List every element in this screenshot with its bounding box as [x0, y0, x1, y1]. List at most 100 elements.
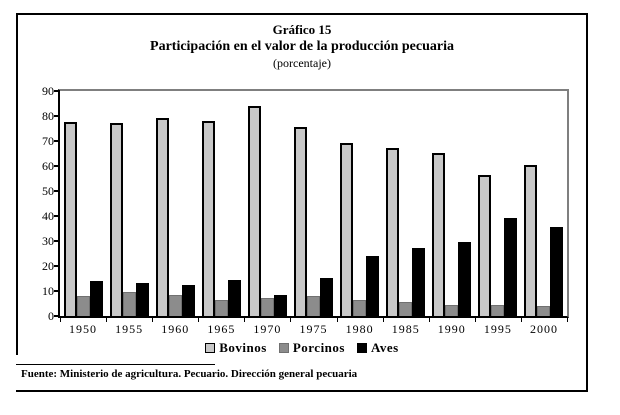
bar-aves-1985: [412, 248, 426, 316]
bar-group-1950: [60, 91, 106, 316]
bar-porcinos-2000: [537, 306, 551, 316]
bar-aves-1975: [320, 278, 334, 316]
x-tick-label-1960: 1960: [161, 322, 190, 336]
chart-legend: Bovinos Porcinos Aves: [16, 340, 588, 356]
legend-item-porcinos: Porcinos: [278, 340, 345, 356]
figure-border-right: [586, 13, 588, 392]
figure-title-block: Gráfico 15 Participación en el valor de …: [16, 22, 588, 71]
bars-container: [60, 91, 567, 316]
bar-bovinos-1950: [63, 122, 77, 316]
legend-label-porcinos: Porcinos: [292, 340, 345, 355]
y-tick-mark-80: [54, 115, 60, 117]
legend-item-bovinos: Bovinos: [205, 340, 267, 356]
x-tick-mark-10: [521, 318, 522, 322]
bar-porcinos-1980: [353, 300, 367, 316]
legend-swatch-porcinos: [278, 343, 289, 353]
bar-aves-1980: [366, 256, 380, 316]
y-tick-label-10: 10: [42, 284, 54, 298]
bar-aves-1960: [181, 285, 195, 316]
x-tick-mark-5: [290, 318, 291, 322]
bar-aves-1990: [458, 242, 472, 316]
bar-porcinos-1960: [168, 295, 182, 316]
bar-aves-1965: [227, 280, 241, 316]
y-tick-label-50: 50: [42, 184, 54, 198]
x-tick-label-1970: 1970: [253, 322, 282, 336]
bar-group-2000: [521, 91, 567, 316]
x-tick-label-1980: 1980: [345, 322, 374, 336]
plot-area: [58, 89, 569, 318]
bar-aves-1970: [273, 295, 287, 316]
legend-label-aves: Aves: [370, 340, 399, 355]
bar-group-1980: [337, 91, 383, 316]
bar-porcinos-1950: [76, 296, 90, 316]
bar-aves-1955: [135, 283, 149, 316]
x-tick-mark-2: [152, 318, 153, 322]
x-tick-mark-9: [475, 318, 476, 322]
figure-border-left: [16, 13, 18, 355]
legend-item-aves: Aves: [356, 340, 399, 356]
y-tick-mark-20: [54, 265, 60, 267]
bar-bovinos-1960: [155, 118, 169, 316]
y-tick-mark-60: [54, 165, 60, 167]
bar-bovinos-1965: [201, 121, 215, 316]
bar-group-1995: [475, 91, 521, 316]
figure-border-top: [16, 13, 588, 15]
source-note: Fuente: Ministerio de agricultura. Pecua…: [21, 368, 358, 380]
bar-bovinos-2000: [524, 165, 538, 316]
figure-number: Gráfico 15: [272, 22, 332, 37]
figure-border-bottom: [16, 390, 588, 392]
y-tick-label-30: 30: [42, 234, 54, 248]
bar-bovinos-1995: [478, 175, 492, 316]
figure-subtitle: (porcentaje): [273, 55, 331, 70]
bar-group-1985: [383, 91, 429, 316]
y-tick-label-40: 40: [42, 209, 54, 223]
bar-bovinos-1990: [432, 153, 446, 316]
legend-swatch-aves: [356, 343, 367, 353]
y-tick-label-90: 90: [42, 84, 54, 98]
x-tick-mark-6: [337, 318, 338, 322]
figure-title: Participación en el valor de la producci…: [150, 39, 454, 55]
bar-aves-1950: [89, 281, 103, 316]
bar-group-1970: [244, 91, 290, 316]
y-tick-mark-0: [54, 315, 60, 317]
x-tick-mark-11: [567, 318, 568, 322]
bar-group-1955: [106, 91, 152, 316]
bar-porcinos-1970: [260, 298, 274, 316]
x-tick-label-1955: 1955: [115, 322, 144, 336]
y-tick-label-60: 60: [42, 159, 54, 173]
y-tick-mark-10: [54, 290, 60, 292]
x-tick-label-1995: 1995: [483, 322, 512, 336]
bar-group-1990: [429, 91, 475, 316]
bar-group-1975: [290, 91, 336, 316]
x-tick-mark-3: [198, 318, 199, 322]
bar-porcinos-1995: [491, 305, 505, 316]
x-tick-label-2000: 2000: [529, 322, 558, 336]
x-tick-label-1975: 1975: [299, 322, 328, 336]
footnote-separator: [16, 364, 215, 365]
bar-porcinos-1965: [214, 300, 228, 316]
y-tick-mark-50: [54, 190, 60, 192]
x-tick-label-1965: 1965: [207, 322, 236, 336]
y-tick-label-70: 70: [42, 134, 54, 148]
x-tick-mark-1: [106, 318, 107, 322]
x-tick-label-1985: 1985: [391, 322, 420, 336]
bar-porcinos-1990: [445, 305, 459, 316]
bar-aves-2000: [550, 227, 564, 316]
x-axis-labels: 1950 1955 1960 1965 1970 1975 1980 1985 1990 1995…: [60, 322, 567, 337]
y-tick-mark-40: [54, 215, 60, 217]
bar-porcinos-1985: [399, 302, 413, 316]
bar-bovinos-1980: [340, 143, 354, 316]
y-tick-mark-70: [54, 140, 60, 142]
bar-porcinos-1955: [122, 292, 136, 316]
bar-group-1965: [198, 91, 244, 316]
y-tick-mark-30: [54, 240, 60, 242]
legend-swatch-bovinos: [205, 343, 216, 353]
x-tick-mark-0: [60, 318, 61, 322]
bar-bovinos-1970: [247, 106, 261, 316]
x-tick-mark-4: [244, 318, 245, 322]
bar-group-1960: [152, 91, 198, 316]
x-tick-label-1950: 1950: [69, 322, 98, 336]
legend-label-bovinos: Bovinos: [219, 340, 267, 355]
bar-bovinos-1955: [109, 123, 123, 316]
